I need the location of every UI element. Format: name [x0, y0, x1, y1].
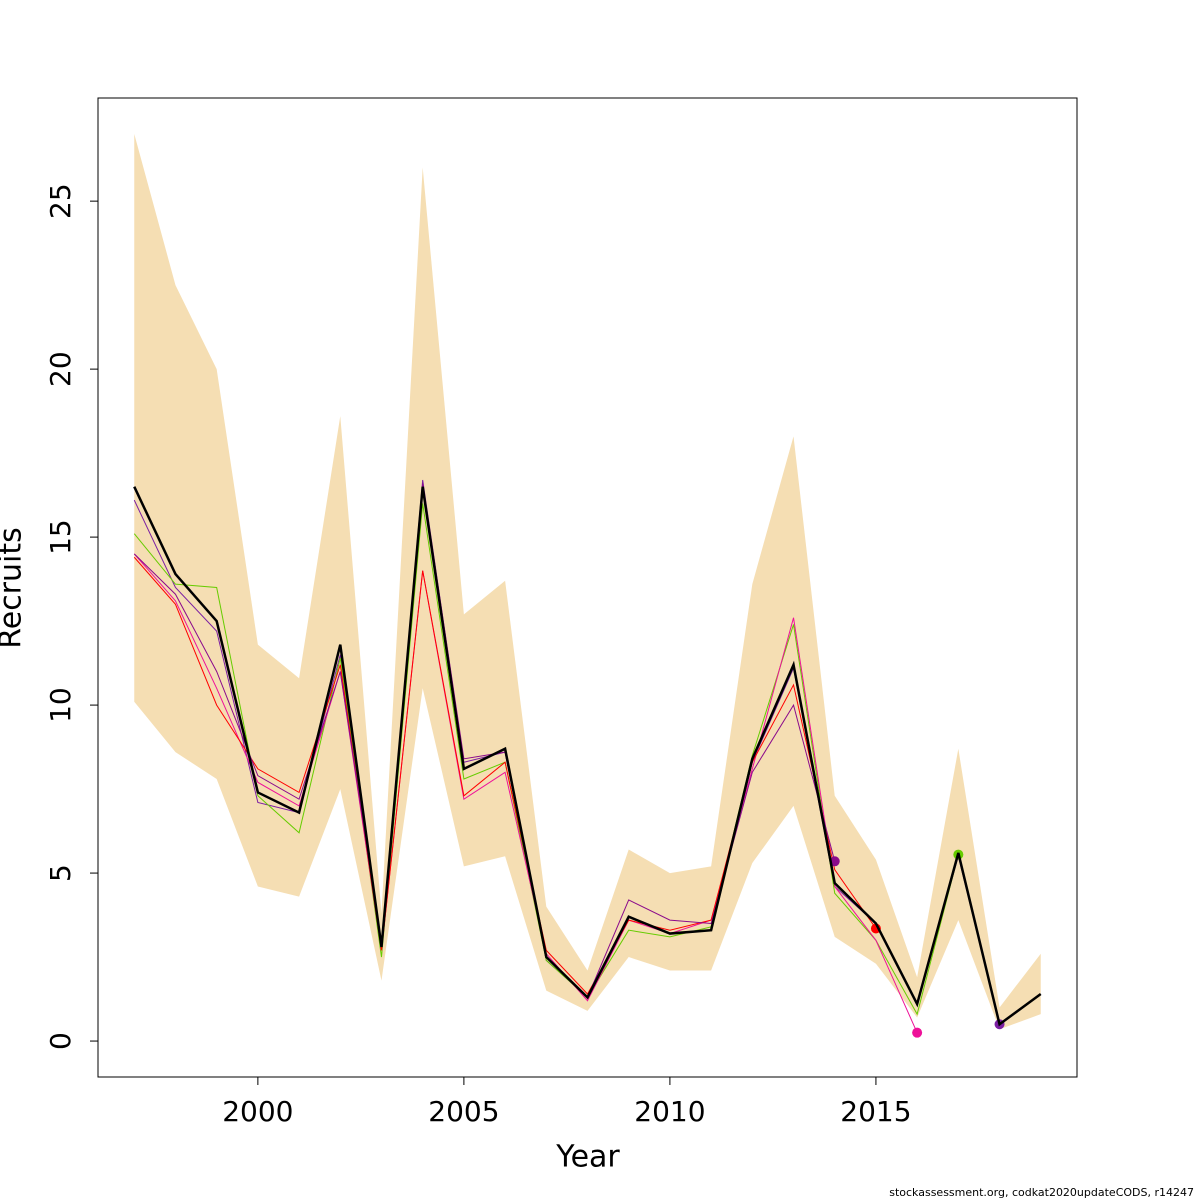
- plot-frame: [97, 97, 1078, 1078]
- footnote: stockassessment.org, codkat2020updateCOD…: [889, 1186, 1194, 1199]
- y-tick-label: 5: [44, 864, 77, 882]
- y-tick-label: 10: [44, 687, 77, 723]
- x-tick-label: 2000: [222, 1095, 293, 1128]
- x-tick-label: 2015: [840, 1095, 911, 1128]
- end-marker: [912, 1027, 923, 1038]
- y-tick-label: 15: [44, 519, 77, 555]
- y-tick-label: 0: [44, 1032, 77, 1050]
- x-tick-label: 2010: [634, 1095, 705, 1128]
- series-line: [133, 486, 1042, 1027]
- y-tick-label: 25: [44, 183, 77, 219]
- y-tick-label: 20: [44, 351, 77, 387]
- series-line: [133, 553, 918, 1033]
- confidence-band: [134, 133, 1041, 1030]
- x-tick-label: 2005: [428, 1095, 499, 1128]
- x-axis-label: Year: [555, 1140, 620, 1175]
- y-axis-label: Recruits: [0, 527, 29, 649]
